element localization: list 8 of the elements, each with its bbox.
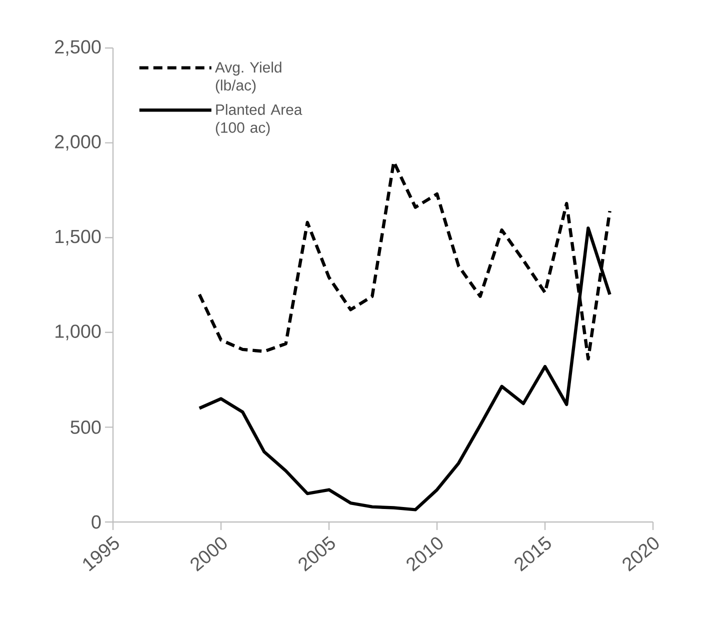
y-tick-label: 1,500 [56, 230, 101, 246]
legend-label: Avg. Yield (lb/ac) [215, 62, 282, 94]
y-tick-label: 2,000 [55, 134, 101, 151]
y-tick-label: 500 [70, 420, 101, 434]
y-tick-label: 2,500 [55, 40, 101, 56]
y-tick-label: 0 [92, 515, 101, 529]
y-tick-label: 1,000 [56, 324, 101, 340]
legend-label: Planted Area (100 ac) [216, 104, 302, 136]
